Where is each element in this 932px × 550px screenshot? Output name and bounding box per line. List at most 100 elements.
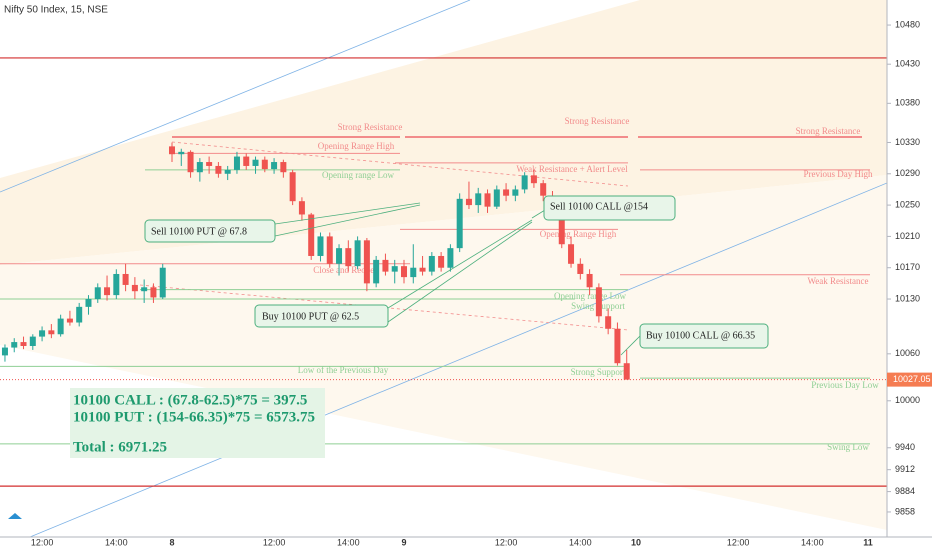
last-price-box [887, 372, 932, 387]
candle-body [363, 240, 370, 284]
level-label: Opening range Low [322, 170, 394, 180]
x-tick-label: 12:00 [727, 537, 750, 547]
callout-box [543, 195, 676, 221]
candle-body [308, 214, 315, 256]
candle-body [577, 263, 584, 274]
connector [387, 219, 533, 309]
level-label: Strong Support [571, 367, 626, 377]
price-axis [887, 0, 932, 550]
callout-text: Buy 10100 CALL @ 66.35 [646, 330, 755, 341]
x-tick-label: 14:00 [337, 537, 360, 547]
callout-box [144, 219, 276, 243]
x-tick-label: 9 [401, 537, 406, 547]
candle-body [11, 342, 18, 348]
y-tick-label: 10210 [895, 231, 920, 241]
summary-box [70, 388, 325, 458]
candle-body [196, 162, 203, 173]
level-label: Previous Day Low [811, 380, 879, 390]
dashed-line [171, 141, 629, 187]
y-tick-label: 10060 [895, 348, 920, 358]
candle-body [169, 146, 175, 155]
candle-body [623, 363, 630, 380]
connector [531, 209, 546, 219]
logo [8, 513, 22, 519]
x-tick-label: 11 [863, 537, 873, 547]
candle-body [410, 267, 417, 278]
axes: 10480 10430 10380 10330 10290 10250 10210 10170… [31, 19, 932, 547]
candle-body [447, 248, 454, 268]
candle-body [66, 318, 73, 323]
trend-line [29, 182, 887, 537]
candle-body [540, 183, 547, 196]
x-tick-label: 12:00 [31, 537, 54, 547]
candle-body [373, 259, 380, 284]
candle-body [178, 151, 185, 155]
candle-body [465, 198, 472, 206]
y-tick-label: 9912 [895, 464, 915, 474]
level-label: Close and Reopen [313, 265, 379, 275]
candle-body [76, 306, 83, 323]
candle-body [215, 165, 222, 174]
candle-body [614, 328, 621, 364]
level-label: Low of the Previous Day [298, 365, 389, 375]
candle-body [85, 299, 92, 307]
y-tick-label: 10250 [895, 199, 920, 209]
y-tick-label: 10430 [895, 59, 920, 69]
candle-body [391, 266, 398, 272]
summary-line: Total : 6971.25 [73, 439, 167, 455]
x-tick-label: 14:00 [569, 537, 592, 547]
level-label: Strong Resistance [338, 122, 403, 132]
y-tick-label: 10130 [895, 293, 920, 303]
candle-body [29, 336, 36, 346]
candle-body [595, 287, 602, 317]
candle-body [530, 175, 537, 184]
candle-body [401, 266, 407, 278]
candle-body [317, 236, 324, 256]
candle-body [382, 259, 389, 272]
candle-body [48, 330, 55, 335]
x-tick-label: 12:00 [263, 537, 286, 547]
candle-body [252, 159, 259, 166]
y-tick-label: 10330 [895, 137, 920, 147]
candle-body [243, 156, 250, 166]
candle-body [326, 236, 333, 264]
candle-body [484, 193, 491, 207]
callout-box [639, 323, 769, 349]
dashed-line [139, 284, 629, 331]
callout-text: Sell 10100 CALL @154 [550, 201, 648, 212]
candle-body [475, 193, 482, 206]
level-label: Weak Resistance + Alert Level [516, 164, 628, 174]
y-tick-label: 9884 [895, 486, 915, 496]
candle-body [605, 316, 612, 329]
connector [387, 221, 533, 323]
candle-body [289, 172, 296, 202]
candle-body [122, 273, 129, 285]
candle-body [224, 169, 231, 174]
candles [0, 142, 887, 381]
callout-box [254, 304, 389, 328]
candle-body [159, 267, 166, 298]
x-tick-label: 10 [631, 537, 641, 547]
candle-body [141, 287, 148, 292]
connector [274, 204, 421, 237]
level-label: Swing Low [827, 442, 869, 452]
candle-body [428, 255, 435, 272]
x-tick-label: 8 [169, 537, 174, 547]
candle-body [233, 156, 240, 170]
y-tick-label: 9858 [895, 506, 915, 516]
candle-body [280, 162, 287, 173]
level-label: Strong Resistance [565, 116, 630, 126]
notes: Sell 10100 PUT @ 67.8 Sell 10100 CALL @1… [70, 195, 769, 458]
candle-body [261, 159, 268, 170]
candle-body [113, 273, 120, 296]
channel-upper [0, 0, 887, 265]
candle-body [493, 189, 500, 207]
summary-line: 10100 PUT : (154-66.35)*75 = 6573.75 [73, 409, 315, 425]
level-label: Opening Range High [540, 229, 617, 239]
candle-body [94, 287, 101, 300]
candle-body [586, 273, 593, 288]
y-tick-label: 10170 [895, 262, 920, 272]
candle-body [187, 151, 194, 173]
candle-body [456, 198, 463, 249]
